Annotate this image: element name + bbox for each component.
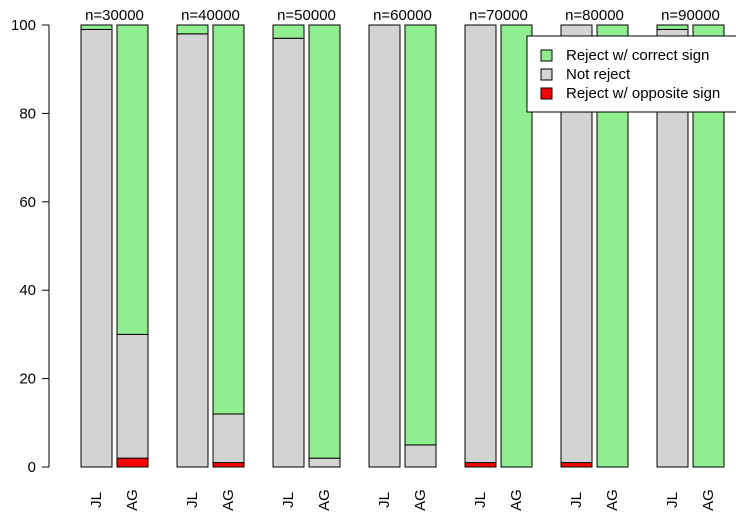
group-label: n=80000 — [565, 7, 624, 24]
y-axis: 0 20 40 60 80 100 — [11, 17, 50, 476]
bar-segment-reject-opposite — [116, 457, 149, 468]
group-label: n=90000 — [661, 7, 720, 24]
bar-segment-reject-correct — [656, 24, 689, 30]
group-label: n=50000 — [277, 7, 336, 24]
bar-segment-not-reject — [212, 413, 245, 464]
x-tick-label: AG — [316, 489, 333, 511]
x-tick-label: JL — [376, 492, 393, 508]
x-tick-label: AG — [220, 489, 237, 511]
legend-swatch — [540, 49, 553, 62]
x-tick-label: JL — [88, 492, 105, 508]
x-tick-label: JL — [568, 492, 585, 508]
x-tick-label: AG — [700, 489, 717, 511]
group-label: n=30000 — [85, 7, 144, 24]
bar-segment-reject-correct — [80, 24, 113, 30]
x-tick-label: AG — [604, 489, 621, 511]
bar-segment-not-reject — [464, 24, 497, 464]
y-tick-label: 60 — [19, 194, 36, 211]
legend-label: Not reject — [566, 66, 631, 83]
x-tick-label: AG — [508, 489, 525, 511]
group-label: n=40000 — [181, 7, 240, 24]
x-tick-label: JL — [472, 492, 489, 508]
bar-segment-reject-opposite — [560, 462, 593, 468]
bar-segment-not-reject — [176, 33, 209, 468]
legend-swatch — [540, 68, 553, 81]
x-tick-label: AG — [124, 489, 141, 511]
x-tick-label: JL — [184, 492, 201, 508]
x-tick-label: JL — [280, 492, 297, 508]
legend: Reject w/ correct sign Not reject Reject w… — [526, 35, 736, 113]
group-label: n=60000 — [373, 7, 432, 24]
bar-segment-reject-correct — [272, 24, 305, 39]
legend-label: Reject w/ opposite sign — [566, 85, 720, 102]
bar-segment-reject-opposite — [464, 462, 497, 468]
bar-segment-reject-correct — [116, 24, 149, 335]
bar-segment-not-reject — [80, 28, 113, 468]
bar-segment-not-reject — [116, 333, 149, 459]
bar-segment-reject-correct — [404, 24, 437, 446]
bar-segment-reject-correct — [176, 24, 209, 35]
legend-label: Reject w/ correct sign — [566, 47, 709, 64]
legend-box — [526, 35, 736, 113]
y-tick-label: 20 — [19, 371, 36, 388]
legend-swatch — [540, 87, 553, 100]
x-tick-label: JL — [664, 492, 681, 508]
y-tick-label: 100 — [11, 17, 36, 34]
bar-segment-reject-correct — [308, 24, 341, 459]
group-labels: n=30000 n=40000 n=50000 n=60000 n=70000 n=800… — [85, 7, 720, 24]
bar-labels: JL AG JL AG JL AG JL AG JL AG JL AG JL AG — [88, 489, 717, 511]
y-tick-label: 0 — [28, 459, 36, 476]
bar-segment-not-reject — [308, 457, 341, 468]
bar-segment-reject-opposite — [212, 462, 245, 468]
bar-segment-not-reject — [272, 37, 305, 468]
bar-segment-not-reject — [404, 444, 437, 468]
x-tick-label: AG — [412, 489, 429, 511]
y-tick-label: 80 — [19, 105, 36, 122]
bar-segment-reject-correct — [212, 24, 245, 415]
y-tick-label: 40 — [19, 282, 36, 299]
group-label: n=70000 — [469, 7, 528, 24]
bar-segment-not-reject — [368, 24, 401, 468]
